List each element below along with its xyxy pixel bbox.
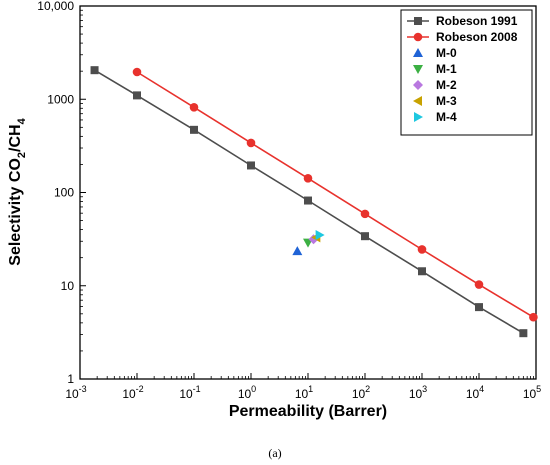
y-axis-title-part: 2 <box>16 152 28 158</box>
data-point-robeson-1991 <box>247 161 255 170</box>
y-axis-title-part: Selectivity CO <box>7 158 24 266</box>
x-tick-exponent: 0 <box>251 384 256 394</box>
legend-marker-m-0 <box>413 48 423 57</box>
x-tick-label: 101 <box>295 384 313 401</box>
ticks: 10-3 10-2 10-1 100 101 102 103 104 1051101001000… <box>37 0 541 401</box>
x-tick-base: 10 <box>409 387 423 401</box>
y-tick-label: 100 <box>54 186 74 200</box>
legend: Robeson 1991 Robeson 2008 M-0 M-1 M-2 M-3 M-4 <box>400 9 533 136</box>
x-tick-base: 10 <box>238 387 252 401</box>
data-point-m-4 <box>315 230 325 241</box>
data-point-robeson-2008 <box>360 209 370 219</box>
legend-marker-robeson-2008 <box>413 32 423 42</box>
legend-marker-m-4 <box>414 112 423 122</box>
series-line-robeson-2008 <box>136 71 534 318</box>
legend-label-m-2: M-2 <box>436 78 457 92</box>
x-tick-base: 10 <box>523 387 537 401</box>
y-axis-title-part: /CH <box>7 124 24 152</box>
legend-label-m-4: M-4 <box>436 110 457 124</box>
data-point-robeson-2008 <box>417 245 427 254</box>
data-point-robeson-1991 <box>133 91 141 100</box>
data-point-robeson-2008 <box>132 67 142 77</box>
legend-marker-m-1 <box>413 65 423 74</box>
data-point-robeson-1991 <box>519 329 528 338</box>
y-tick-label: 10 <box>61 279 75 293</box>
x-axis-title: Permeability (Barrer) <box>229 403 387 420</box>
x-tick-base: 10 <box>352 387 366 401</box>
y-tick-label: 1000 <box>47 92 74 106</box>
x-tick-base: 10 <box>122 387 136 401</box>
x-tick-base: 10 <box>65 387 79 401</box>
x-tick-label: 105 <box>523 384 541 401</box>
x-tick-exponent: 2 <box>365 384 370 394</box>
data-point-m-0 <box>292 246 303 256</box>
x-tick-base: 10 <box>295 387 309 401</box>
legend-label-robeson-1991: Robeson 1991 <box>436 14 518 28</box>
series <box>90 66 538 338</box>
x-tick-label: 103 <box>409 384 427 401</box>
y-tick-label: 1 <box>67 372 74 386</box>
x-tick-exponent: 1 <box>308 384 313 394</box>
legend-box <box>400 9 533 136</box>
data-point-robeson-1991 <box>475 303 483 312</box>
data-point-robeson-1991 <box>304 196 312 205</box>
data-point-robeson-2008 <box>529 312 538 322</box>
data-point-robeson-2008 <box>303 173 313 183</box>
figure-caption: (a) <box>268 446 281 460</box>
legend-marker-m-2 <box>413 80 423 90</box>
y-tick-label: 10,000 <box>37 0 74 13</box>
x-tick-exponent: -2 <box>136 384 144 394</box>
series-m-0 <box>292 246 303 256</box>
x-tick-base: 10 <box>179 387 193 401</box>
series-m-4 <box>315 230 325 241</box>
data-point-robeson-2008 <box>189 102 199 112</box>
x-tick-exponent: -1 <box>193 384 201 394</box>
legend-marker-robeson-1991 <box>414 17 422 25</box>
data-point-robeson-1991 <box>361 232 369 241</box>
data-point-robeson-1991 <box>190 125 198 134</box>
x-tick-base: 10 <box>466 387 480 401</box>
x-tick-label: 10-2 <box>122 384 143 401</box>
x-tick-exponent: 4 <box>479 384 484 394</box>
legend-marker-m-3 <box>413 96 422 106</box>
x-tick-label: 10-1 <box>179 384 200 401</box>
x-tick-label: 100 <box>238 384 256 401</box>
y-axis-title: Selectivity CO2/CH4 <box>7 117 28 265</box>
data-point-robeson-1991 <box>418 267 426 276</box>
data-point-robeson-2008 <box>474 280 484 289</box>
legend-label-robeson-2008: Robeson 2008 <box>436 30 518 44</box>
legend-label-m-0: M-0 <box>436 46 457 60</box>
legend-label-m-3: M-3 <box>436 94 457 108</box>
y-axis-title-part: 4 <box>16 117 28 124</box>
series-robeson-1991 <box>90 66 528 338</box>
x-tick-label: 10-3 <box>65 384 86 401</box>
data-point-robeson-2008 <box>246 138 256 148</box>
series-robeson-2008 <box>132 67 538 322</box>
x-tick-exponent: 5 <box>536 384 541 394</box>
x-tick-label: 104 <box>466 384 484 401</box>
x-tick-exponent: 3 <box>422 384 427 394</box>
data-point-robeson-1991 <box>90 66 99 75</box>
x-tick-label: 102 <box>352 384 370 401</box>
x-tick-exponent: -3 <box>79 384 87 394</box>
legend-label-m-1: M-1 <box>436 62 457 76</box>
